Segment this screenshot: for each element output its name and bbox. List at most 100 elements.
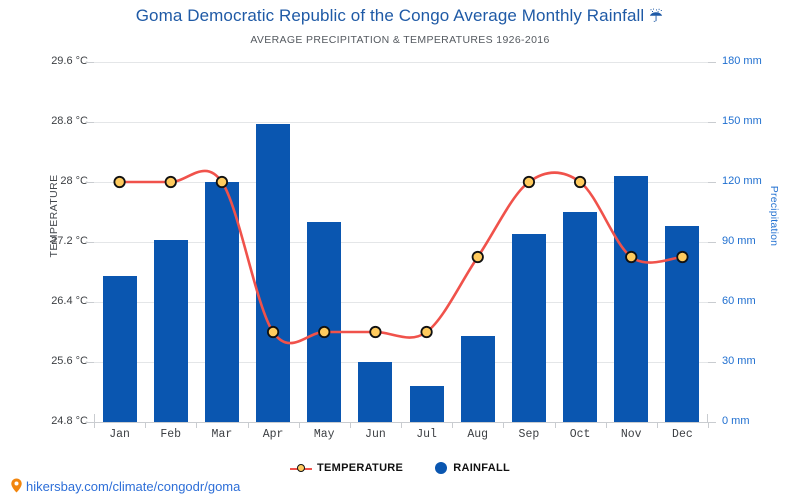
gridline: [94, 182, 708, 183]
y-axis-left-tick: 29.6 °C: [51, 55, 88, 67]
y-axis-left-tick: 26.4 °C: [51, 295, 88, 307]
x-axis-separator: [452, 422, 454, 428]
x-axis-label-feb: Feb: [160, 428, 182, 441]
x-axis-label-may: May: [313, 428, 335, 441]
page-title-text: Goma Democratic Republic of the Congo Av…: [135, 6, 645, 25]
legend-label-temperature: TEMPERATURE: [316, 462, 404, 475]
temperature-point-jun[interactable]: Jun: 26 °C: [369, 325, 382, 339]
bar-nov[interactable]: [614, 176, 649, 422]
x-axis-label-sep: Sep: [518, 428, 540, 441]
x-axis-separator: [708, 422, 709, 428]
y-axis-left-tickmark: [86, 302, 94, 303]
y-axis-left-tickmark: [86, 182, 94, 183]
y-axis-left-tick: 27.2 °C: [51, 235, 88, 247]
y-axis-left-tickmark: [86, 362, 94, 363]
temperature-point-apr[interactable]: Apr: 26 °C: [266, 325, 280, 339]
y-axis-left-tick: 25.6 °C: [51, 355, 88, 367]
y-axis-left-tickmark: [86, 122, 94, 123]
source-link-text: hikersbay.com/climate/congodr/goma: [26, 479, 241, 494]
y-axis-right-tickmark: [708, 242, 716, 243]
y-axis-left-tick: 24.8 °C: [51, 415, 88, 427]
x-axis-separator: [196, 422, 198, 428]
x-axis-label-dec: Dec: [672, 428, 693, 441]
bar-may[interactable]: [307, 222, 342, 422]
x-axis-label-jun: Jun: [365, 428, 386, 441]
gridline: [94, 302, 708, 303]
source-link[interactable]: hikersbay.com/climate/congodr/goma: [10, 478, 240, 496]
y-axis-right-tick: 180 mm: [722, 55, 762, 67]
temperature-point-mar[interactable]: Mar: 28 °C: [215, 175, 229, 189]
y-axis-right-tick: 150 mm: [722, 115, 762, 127]
x-axis-label-mar: Mar: [211, 428, 233, 441]
x-axis-separator: [656, 422, 658, 428]
x-axis-label-aug: Aug: [467, 428, 489, 441]
bar-feb[interactable]: [153, 240, 188, 422]
y-axis-right-tickmark: [708, 362, 716, 363]
y-axis-right-tick: 30 mm: [722, 355, 756, 367]
page-subtitle: AVERAGE PRECIPITATION & TEMPERATURES 192…: [250, 34, 550, 46]
y-axis-right-tickmark: [708, 422, 716, 423]
umbrella-rain-icon: [648, 8, 664, 29]
temperature-point-nov[interactable]: Nov: 27 °C: [625, 250, 638, 264]
x-axis-separator: [554, 422, 556, 428]
gridline: [94, 122, 708, 123]
legend-item-temperature[interactable]: TEMPERATURE: [289, 462, 404, 475]
rainfall-marker-icon: [435, 462, 448, 475]
x-axis-label-nov: Nov: [620, 428, 642, 441]
x-axis-label-oct: Oct: [569, 428, 591, 441]
x-axis-label-jul: Jul: [416, 428, 437, 441]
y-axis-right-tickmark: [708, 62, 716, 63]
page-title: Goma Democratic Republic of the Congo Av…: [0, 6, 800, 29]
y-axis-left-tick: 28.8 °C: [51, 115, 88, 127]
bar-apr[interactable]: [256, 124, 291, 422]
x-axis-separator: [298, 422, 300, 428]
temperature-point-may[interactable]: May: 26 °C: [318, 325, 331, 339]
y-axis-right-tick: 0 mm: [722, 415, 750, 427]
temperature-line-series: Jan: 28 °C Feb: 28 °C Mar: 28 °C Apr: 26 °C…: [113, 169, 689, 345]
x-axis-separator: [145, 422, 147, 428]
bar-jul[interactable]: [409, 386, 444, 422]
y-axis-left-tick: 28 °C: [60, 175, 88, 187]
gridline: [94, 242, 708, 243]
bar-aug[interactable]: [460, 336, 495, 422]
bar-jun[interactable]: [358, 362, 393, 422]
bar-mar[interactable]: [204, 182, 239, 422]
x-axis-label-jan: Jan: [109, 428, 130, 441]
temperature-point-sep[interactable]: Sep: 28 °C: [522, 175, 536, 189]
temperature-point-jul[interactable]: Jul: 26 °C: [420, 325, 433, 339]
y-axis-right-tickmark: [708, 302, 716, 303]
temperature-point-jan[interactable]: Jan: 28 °C: [113, 175, 126, 189]
gridline: [94, 362, 708, 363]
bar-sep[interactable]: [511, 234, 546, 422]
x-axis-separator: [605, 422, 607, 428]
legend-item-rainfall[interactable]: RAINFALL: [435, 462, 510, 475]
x-axis-labels: Jan Feb Mar Apr May Jun Jul Aug Sep Oct Nov Dec: [94, 422, 709, 452]
legend-label-rainfall: RAINFALL: [453, 462, 510, 475]
y-axis-right-tick: 120 mm: [722, 175, 762, 187]
map-pin-icon: [10, 478, 23, 496]
temperature-line: [118, 169, 684, 345]
y-axis-right-tick: 90 mm: [722, 235, 756, 247]
plot-area: Jan: 28 °C Feb: 28 °C Mar: 28 °C Apr: 26 °C…: [94, 62, 708, 423]
x-axis-separator: [247, 422, 249, 428]
x-axis-separator: [503, 422, 505, 428]
temperature-point-feb[interactable]: Feb: 28 °C: [164, 175, 177, 189]
y-axis-right-tickmark: [708, 182, 716, 183]
temperature-point-oct[interactable]: Oct: 28 °C: [573, 175, 587, 189]
x-axis-label-apr: Apr: [262, 428, 284, 441]
axis-border: [707, 414, 708, 422]
y-axis-right-tick: 60 mm: [722, 295, 756, 307]
x-axis-separator: [349, 422, 351, 428]
bar-jan[interactable]: [102, 276, 137, 422]
temperature-point-dec[interactable]: Dec: 27 °C: [676, 250, 689, 264]
bar-oct[interactable]: [563, 212, 598, 422]
y-axis-right-tickmark: [708, 122, 716, 123]
temperature-point-aug[interactable]: Aug: 27 °C: [471, 250, 484, 264]
y-axis-left-title: TEMPERATURE: [48, 174, 60, 258]
x-axis-separator: [401, 422, 402, 428]
y-axis-left-tickmark: [86, 242, 94, 243]
temperature-marker-icon: [289, 463, 312, 474]
x-axis-separator: [94, 422, 95, 428]
chart-legend: TEMPERATURE RAINFALL: [0, 462, 800, 475]
